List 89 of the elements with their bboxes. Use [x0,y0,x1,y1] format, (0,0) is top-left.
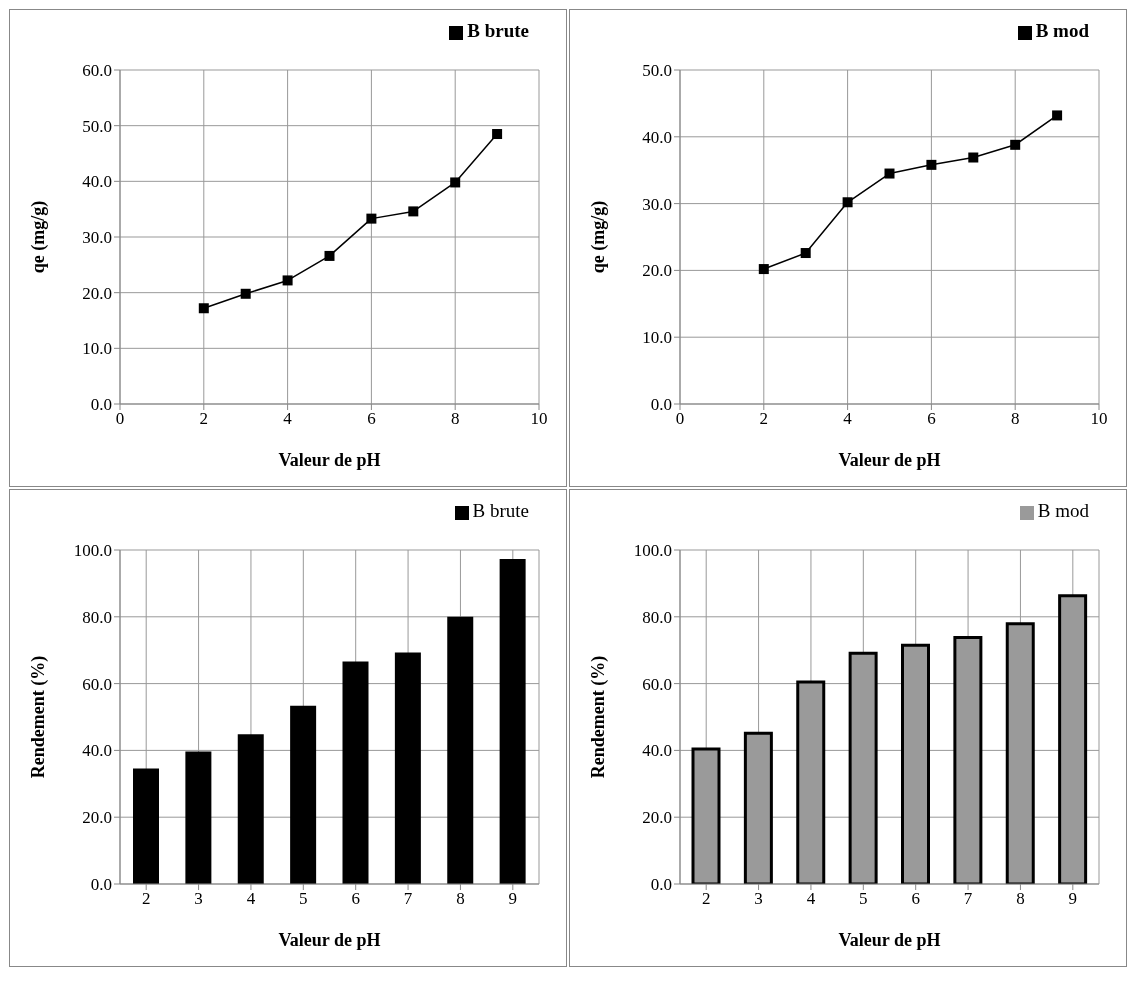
x-tick-label: 5 [859,889,868,909]
point [282,275,293,286]
legend-label: B brute [467,20,529,41]
y-tick-label: 80.0 [642,607,672,627]
y-tick-label: 0.0 [650,875,672,895]
y-tick-label: 20.0 [642,261,672,281]
x-tick-label: 3 [194,889,203,909]
y-tick-label: 60.0 [82,61,112,81]
y-tick-label: 40.0 [642,741,672,761]
y-tick-label: 30.0 [642,194,672,214]
y-tick-label: 50.0 [82,116,112,136]
y-tick-label: 40.0 [642,127,672,147]
legend-label: B brute [472,500,529,521]
x-tick-label: 7 [403,889,413,909]
point [240,288,251,299]
bar [394,652,421,884]
y-axis-title: Rendement (%) [588,655,610,779]
y-tick-label: 100.0 [73,541,112,561]
x-tick-label: 5 [299,889,308,909]
x-axis-title: Valeur de pH [278,930,381,950]
x-tick-label: 2 [141,889,151,909]
x-tick-label: 4 [283,409,293,429]
x-tick-label: 2 [199,409,209,429]
bar [185,751,212,884]
x-tick-label: 0 [675,409,685,429]
bar [499,559,526,884]
point [842,197,853,208]
bar [237,734,264,884]
legend-label: B mod [1035,20,1089,41]
point [450,177,461,188]
point [968,152,979,163]
point [198,303,209,314]
x-tick-label: 3 [754,889,763,909]
point [324,250,335,261]
x-tick-label: 9 [508,889,518,909]
point [408,206,419,217]
x-tick-label: 4 [806,889,816,909]
y-tick-label: 50.0 [642,61,672,81]
point [366,213,377,224]
y-tick-label: 30.0 [82,228,112,248]
bar [447,616,474,884]
x-tick-label: 9 [1068,889,1078,909]
point [884,168,895,179]
bar [342,661,369,884]
x-tick-label: 8 [450,409,460,429]
x-tick-label: 6 [911,889,920,909]
y-tick-label: 0.0 [650,395,672,415]
x-tick-label: 4 [246,889,256,909]
point [926,159,937,170]
x-tick-label: 0 [115,409,125,429]
y-tick-label: 40.0 [82,741,112,761]
y-axis-title: qe (mg/g) [588,200,610,274]
y-tick-label: 10.0 [82,339,112,359]
x-tick-label: 2 [759,409,769,429]
y-tick-label: 0.0 [90,395,112,415]
legend-label: B mod [1037,500,1089,521]
y-tick-label: 40.0 [82,172,112,192]
x-tick-label: 2 [701,889,711,909]
point [1052,110,1063,121]
x-axis-title: Valeur de pH [838,450,941,470]
bar [290,705,317,884]
x-tick-label: 6 [367,409,376,429]
point [800,248,811,259]
x-tick-label: 10 [530,409,548,429]
x-tick-label: 7 [963,889,973,909]
point [492,129,503,140]
y-tick-label: 20.0 [82,808,112,828]
x-tick-label: 8 [1016,889,1025,909]
y-tick-label: 60.0 [642,674,672,694]
y-tick-label: 100.0 [633,541,672,561]
x-tick-label: 4 [843,409,853,429]
point [1010,139,1021,150]
y-tick-label: 80.0 [82,607,112,627]
point [758,264,769,275]
x-tick-label: 8 [1010,409,1020,429]
y-axis-title: Rendement (%) [28,655,50,779]
bar [133,768,159,884]
x-tick-label: 10 [1090,409,1108,429]
y-tick-label: 0.0 [90,875,112,895]
y-tick-label: 60.0 [82,674,112,694]
y-tick-label: 20.0 [642,808,672,828]
y-tick-label: 20.0 [82,283,112,303]
y-axis-title: qe (mg/g) [28,200,50,274]
x-tick-label: 8 [456,889,465,909]
x-tick-label: 6 [927,409,936,429]
x-axis-title: Valeur de pH [278,450,381,470]
x-axis-title: Valeur de pH [838,930,941,950]
x-tick-label: 6 [351,889,360,909]
y-tick-label: 10.0 [642,328,672,348]
